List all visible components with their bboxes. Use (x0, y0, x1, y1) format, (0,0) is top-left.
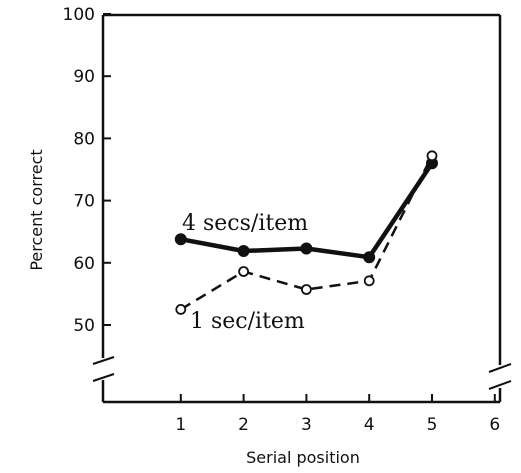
x-tick-label: 2 (238, 415, 249, 435)
y-tick-label: 90 (73, 67, 95, 87)
series-label-4-secs: 4 secs/item (182, 211, 308, 236)
y-tick-label: 50 (73, 316, 95, 336)
x-tick-label: 6 (489, 415, 500, 435)
y-tick-label: 60 (73, 254, 95, 274)
x-tick-label: 1 (175, 415, 186, 435)
open-point (238, 266, 250, 277)
axes (92, 13, 512, 404)
series-points (174, 150, 438, 315)
open-point (363, 275, 375, 287)
filled-point (300, 242, 313, 255)
x-tick-label: 4 (364, 415, 375, 435)
ticks: 50 60 70 80 90 100 1 2 3 4 5 6 (63, 5, 501, 435)
filled-point (174, 233, 187, 246)
right-axis-break-mark (488, 363, 512, 373)
y-tick-label: 100 (63, 5, 95, 25)
open-point (300, 284, 312, 295)
open-point (426, 150, 438, 162)
y-axis-break-mark (92, 356, 115, 365)
series-label-1-sec: 1 sec/item (190, 309, 305, 334)
filled-point (237, 245, 250, 257)
x-tick-label: 3 (301, 415, 312, 435)
y-axis-title: Percent correct (27, 149, 46, 270)
y-tick-label: 80 (73, 129, 95, 149)
right-axis-break-mark (488, 380, 512, 390)
y-axis-break-mark (92, 373, 115, 382)
y-tick-label: 70 (73, 192, 95, 212)
x-axis-title: Serial position (246, 448, 360, 467)
open-point (175, 303, 187, 315)
x-tick-label: 5 (427, 415, 438, 435)
filled-point (363, 251, 376, 264)
